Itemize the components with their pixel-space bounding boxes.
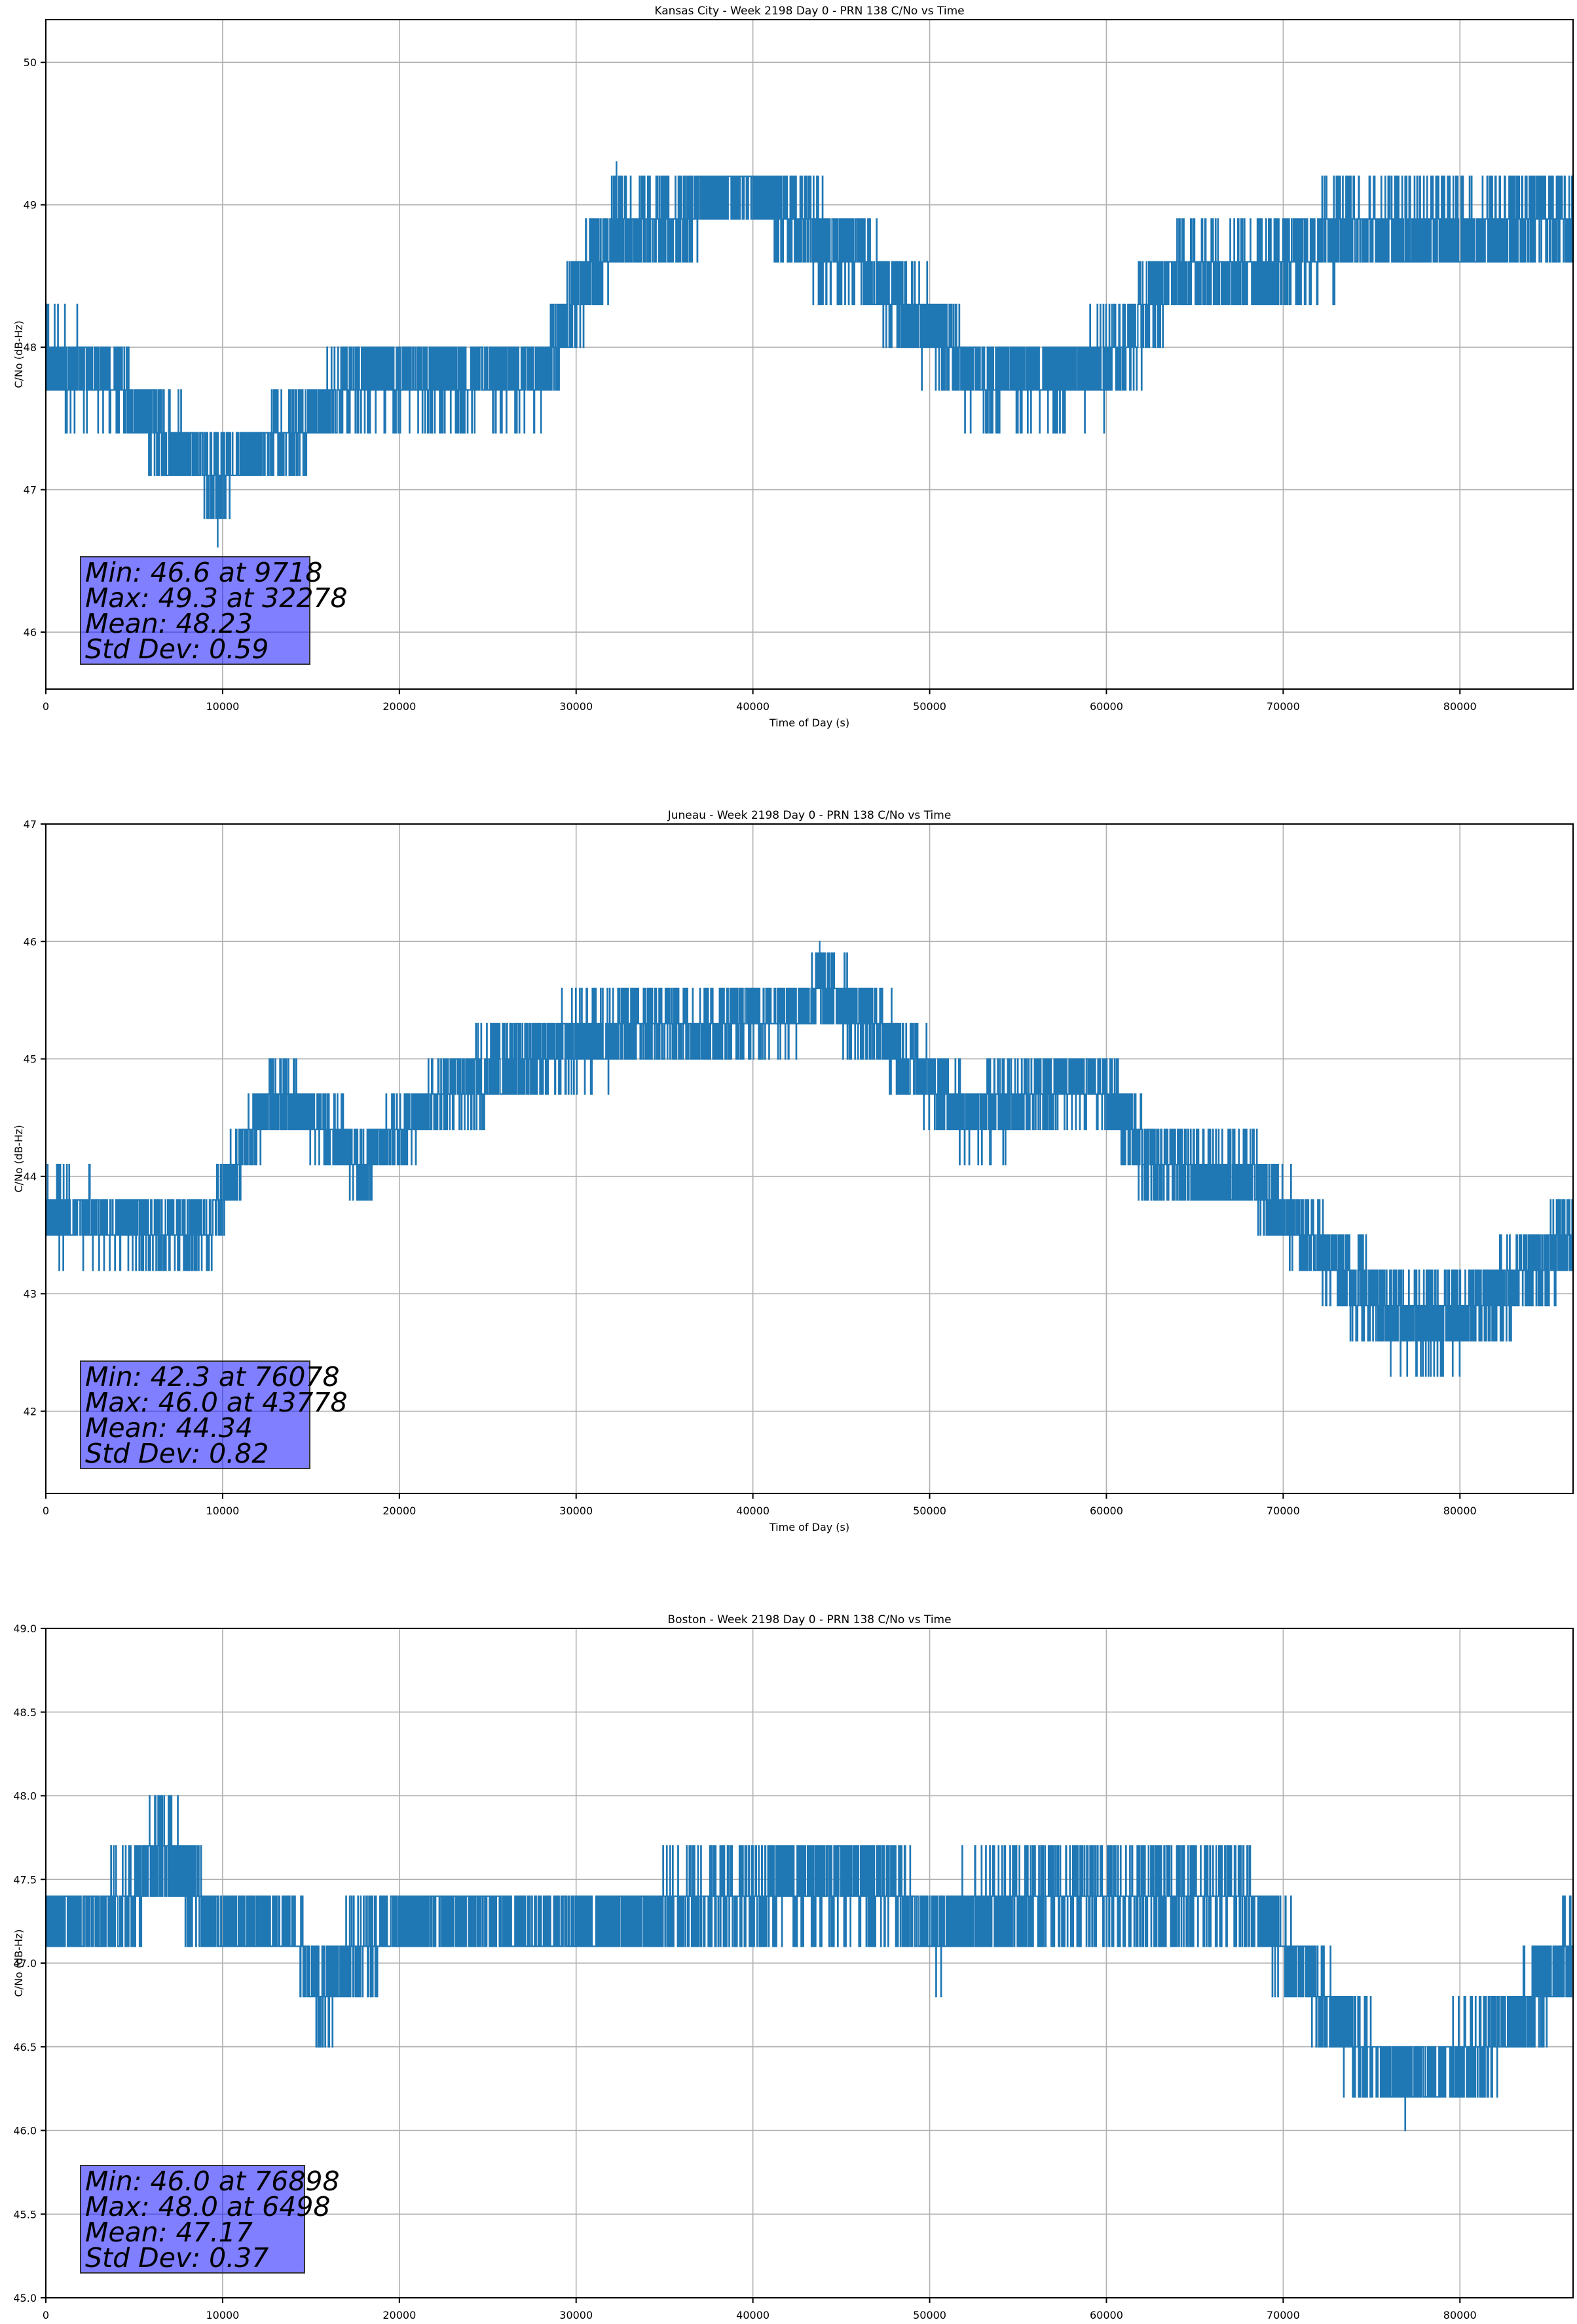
y-tick-label: 50 bbox=[24, 56, 37, 69]
x-tick-label: 70000 bbox=[1267, 1505, 1300, 1517]
x-tick-label: 0 bbox=[43, 700, 49, 713]
y-tick-label: 45.0 bbox=[13, 2292, 37, 2304]
y-tick-label: 48 bbox=[24, 341, 37, 354]
y-tick-label: 43 bbox=[24, 1288, 37, 1300]
y-tick-label: 47.5 bbox=[13, 1873, 37, 1886]
x-tick-label: 80000 bbox=[1443, 700, 1477, 713]
x-tick-label: 0 bbox=[43, 2309, 49, 2321]
series-line-1 bbox=[45, 161, 1574, 548]
chart-title: Kansas City - Week 2198 Day 0 - PRN 138 … bbox=[654, 5, 964, 18]
x-tick-label: 40000 bbox=[736, 2309, 770, 2321]
chart-title: Boston - Week 2198 Day 0 - PRN 138 C/No … bbox=[667, 1613, 951, 1626]
x-tick-label: 50000 bbox=[913, 700, 946, 713]
x-tick-label: 10000 bbox=[206, 2309, 239, 2321]
x-tick-label: 20000 bbox=[382, 700, 416, 713]
x-tick-label: 60000 bbox=[1090, 1505, 1123, 1517]
stats-line: Min: 46.6 at 9718 bbox=[85, 557, 323, 588]
y-tick-label: 45 bbox=[24, 1053, 37, 1066]
chart-panel-2: 0 10000 20000 30000 40000 50000 60000 70000 8000… bbox=[12, 809, 1574, 1533]
x-tick-label: 30000 bbox=[559, 1505, 593, 1517]
y-tick-label: 46 bbox=[24, 626, 37, 639]
stats-line: Max: 49.3 at 32278 bbox=[85, 582, 348, 614]
stats-line: Std Dev: 0.59 bbox=[85, 633, 269, 665]
stats-annotation-box: Min: 46.6 at 9718 Max: 49.3 at 32278 Mean:… bbox=[80, 556, 348, 665]
y-tick-label: 47 bbox=[24, 484, 37, 497]
series-line-1 bbox=[46, 1795, 1574, 2131]
y-tick-label: 45.5 bbox=[13, 2208, 37, 2221]
x-tick-label: 70000 bbox=[1267, 2309, 1300, 2321]
chart-panel-3: 0 10000 20000 30000 40000 50000 60000 70000 8000… bbox=[12, 1613, 1574, 2321]
y-tick-label: 49 bbox=[24, 199, 37, 212]
y-tick-label: 46.0 bbox=[13, 2125, 37, 2137]
y-tick-label: 47 bbox=[24, 818, 37, 831]
x-tick-label: 30000 bbox=[559, 700, 593, 713]
stats-line: Mean: 47.17 bbox=[85, 2217, 253, 2248]
stats-line: Min: 42.3 at 76078 bbox=[85, 1361, 340, 1393]
x-tick-label: 20000 bbox=[382, 2309, 416, 2321]
stats-annotation-box: Min: 42.3 at 76078 Max: 46.0 at 43778 Mean… bbox=[80, 1360, 348, 1469]
chart-title: Juneau - Week 2198 Day 0 - PRN 138 C/No … bbox=[667, 809, 952, 822]
stats-annotation-box: Min: 46.0 at 76898 Max: 48.0 at 6498 Mean:… bbox=[80, 2165, 340, 2274]
x-tick-label: 10000 bbox=[206, 700, 239, 713]
x-tick-label: 60000 bbox=[1090, 700, 1123, 713]
y-tick-label: 46.5 bbox=[13, 2041, 37, 2053]
y-tick-label: 47.0 bbox=[13, 1957, 37, 1970]
x-axis-label: Time of Day (s) bbox=[769, 717, 849, 729]
x-tick-label: 70000 bbox=[1267, 700, 1300, 713]
x-tick-label: 20000 bbox=[382, 1505, 416, 1517]
x-tick-label: 40000 bbox=[736, 1505, 770, 1517]
stats-line: Std Dev: 0.37 bbox=[85, 2242, 269, 2274]
chart-panel-1: 0 10000 20000 30000 40000 50000 60000 70000 8000… bbox=[12, 5, 1574, 729]
x-axis-label: Time of Day (s) bbox=[769, 1521, 849, 1533]
stats-line: Min: 46.0 at 76898 bbox=[85, 2165, 340, 2197]
x-tick-label: 50000 bbox=[913, 1505, 946, 1517]
x-tick-label: 80000 bbox=[1443, 2309, 1477, 2321]
x-tick-label: 0 bbox=[43, 1505, 49, 1517]
x-tick-label: 50000 bbox=[913, 2309, 946, 2321]
y-tick-label: 48.5 bbox=[13, 1706, 37, 1719]
y-axis-label: C/No (dB-Hz) bbox=[12, 1929, 25, 1996]
y-axis-label: C/No (dB-Hz) bbox=[12, 320, 25, 388]
x-tick-label: 10000 bbox=[206, 1505, 239, 1517]
y-tick-label: 46 bbox=[24, 935, 37, 948]
x-tick-label: 80000 bbox=[1443, 1505, 1477, 1517]
x-tick-label: 30000 bbox=[559, 2309, 593, 2321]
x-tick-label: 60000 bbox=[1090, 2309, 1123, 2321]
y-tick-label: 48.0 bbox=[13, 1790, 37, 1803]
stats-line: Max: 48.0 at 6498 bbox=[85, 2191, 331, 2222]
y-tick-label: 44 bbox=[24, 1171, 37, 1183]
x-tick-label: 40000 bbox=[736, 700, 770, 713]
stats-line: Mean: 48.23 bbox=[85, 608, 253, 639]
y-tick-label: 42 bbox=[24, 1405, 37, 1417]
stats-line: Std Dev: 0.82 bbox=[85, 1438, 269, 1469]
y-axis-label: C/No (dB-Hz) bbox=[12, 1125, 25, 1192]
axes-frame bbox=[45, 823, 1574, 1494]
axes-frame bbox=[45, 19, 1574, 690]
stats-line: Max: 46.0 at 43778 bbox=[85, 1387, 348, 1418]
y-tick-label: 49.0 bbox=[13, 1622, 37, 1635]
stats-line: Mean: 44.34 bbox=[85, 1412, 253, 1444]
series-line-1 bbox=[45, 941, 1574, 1377]
